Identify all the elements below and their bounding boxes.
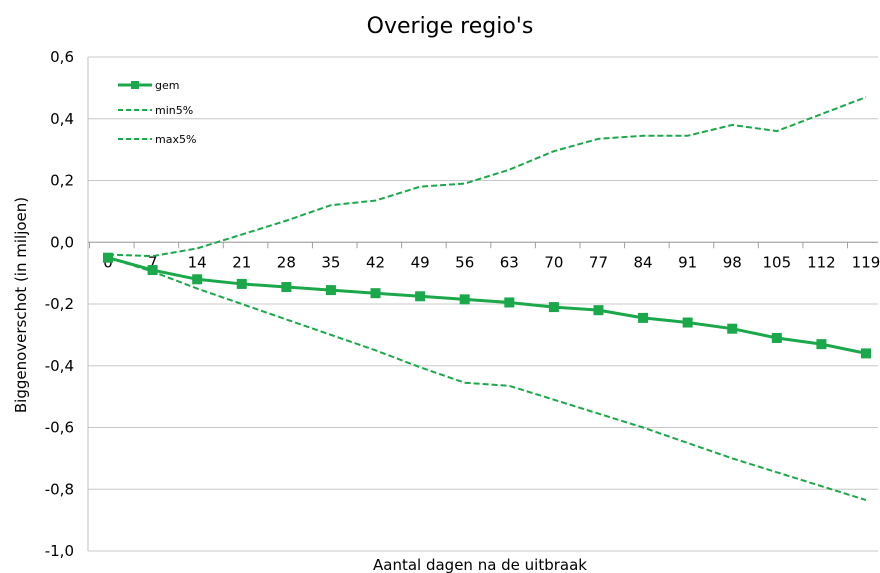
x-tick-label: 35 (321, 253, 340, 271)
y-tick-labels: -1,0 -0,8 -0,6 -0,4 -0,2 0,0 0,2 0,4 0,6 (45, 48, 74, 560)
x-tick-label: 105 (763, 253, 792, 271)
gridlines (87, 56, 878, 552)
data-point-gem (682, 317, 693, 328)
x-tick-label: 63 (500, 253, 519, 271)
x-tick-label: 77 (589, 253, 608, 271)
y-tick-label: -0,4 (45, 357, 74, 375)
y-tick-label: 0,4 (50, 110, 74, 128)
y-tick-label: 0,0 (50, 233, 74, 251)
x-tick-label: 84 (634, 253, 653, 271)
data-point-gem (415, 291, 426, 302)
legend: gem min5% max5% (118, 79, 196, 146)
x-tick-label: 112 (807, 253, 836, 271)
data-point-gem (147, 265, 158, 276)
data-point-gem (325, 285, 336, 296)
x-tick-label: 28 (277, 253, 296, 271)
data-point-gem (727, 323, 738, 334)
x-tick-label: 119 (852, 253, 880, 271)
series-line-gem (107, 256, 867, 355)
data-point-gem (504, 297, 515, 308)
data-point-gem (192, 274, 203, 285)
data-point-gem (548, 302, 559, 313)
x-axis-label: Aantal dagen na de uitbraak (373, 556, 587, 573)
data-point-gem (236, 278, 247, 289)
y-tick-label: -0,2 (45, 295, 74, 313)
data-point-gem (771, 332, 782, 343)
series-line-max5% (107, 256, 867, 502)
x-tick-labels: 0714212835424956637077849198105112119 (88, 241, 880, 271)
y-tick-label: -1,0 (45, 542, 74, 560)
y-tick-label: -0,8 (45, 480, 74, 498)
data-point-gem (281, 282, 292, 293)
data-point-gem (816, 339, 827, 350)
x-tick-label: 98 (723, 253, 742, 271)
x-tick-label: 14 (188, 253, 207, 271)
series-line-min5% (107, 96, 867, 258)
x-tick-label: 42 (366, 253, 385, 271)
x-tick-label: 49 (411, 253, 430, 271)
legend-marker-gem (131, 81, 139, 89)
y-tick-label: 0,2 (50, 172, 74, 190)
series-lines (103, 96, 871, 502)
legend-label-max5%: max5% (155, 133, 196, 146)
y-tick-label: -0,6 (45, 419, 74, 437)
x-tick-label: 91 (678, 253, 697, 271)
data-point-gem (593, 305, 604, 316)
data-point-gem (638, 312, 649, 323)
x-tick-label: 70 (544, 253, 563, 271)
y-tick-label: 0,6 (50, 48, 74, 66)
x-tick-label: 56 (455, 253, 474, 271)
x-tick-label: 21 (232, 253, 251, 271)
data-point-gem (370, 288, 381, 299)
y-axis-label: Biggenoverschot (in miljoen) (12, 197, 30, 413)
data-point-gem (861, 348, 871, 359)
data-point-gem (459, 294, 470, 305)
chart-title: Overige regio's (367, 14, 534, 39)
legend-label-gem: gem (155, 79, 179, 92)
legend-label-min5%: min5% (155, 104, 193, 117)
x-tick-label: 7 (148, 253, 158, 271)
